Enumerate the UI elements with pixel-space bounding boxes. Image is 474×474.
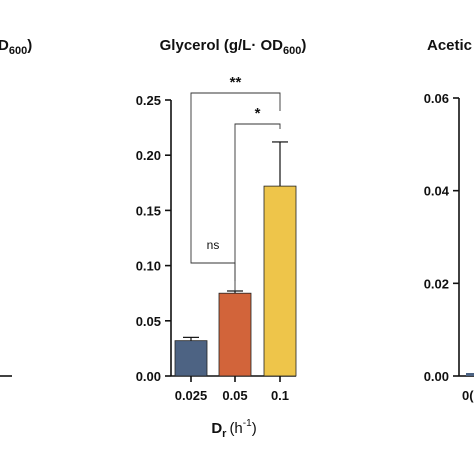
glycerol-chart-title: Glycerol (g/L· OD600) bbox=[160, 37, 307, 57]
glycerol-y-tick-label: 0.05 bbox=[136, 314, 161, 329]
left-chart-fragment: D600) bbox=[0, 37, 32, 377]
glycerol-chart: Glycerol (g/L· OD600) 0.00 0.05 0.10 0.15 0.… bbox=[136, 37, 307, 440]
significance-bracket bbox=[234, 123, 281, 291]
glycerol-bar-0.05 bbox=[218, 292, 252, 377]
significance-label: ns bbox=[207, 238, 220, 252]
glycerol-x-tick-label: 0.05 bbox=[222, 388, 247, 403]
acetic-y-tick-label: 0.06 bbox=[424, 91, 449, 106]
glycerol-x-tick-label: 0.025 bbox=[175, 388, 208, 403]
acetic-y-tick-label: 0.04 bbox=[424, 184, 450, 199]
significance-bracket bbox=[190, 92, 281, 246]
glycerol-bar-0.025 bbox=[174, 340, 208, 377]
glycerol-y-tick-label: 0.25 bbox=[136, 93, 161, 108]
glycerol-x-tick-label: 0.1 bbox=[271, 388, 289, 403]
acetic-bar-fragment bbox=[466, 373, 474, 376]
acetic-chart-title: Acetic bbox=[427, 37, 472, 54]
acetic-x-tick-fragment: 0( bbox=[462, 388, 474, 403]
acetic-y-tick-label: 0.00 bbox=[424, 369, 449, 384]
glycerol-bar-0.1 bbox=[263, 185, 297, 377]
acetic-chart: Acetic 0.00 0.02 0.04 0.06 0( bbox=[424, 37, 474, 403]
significance-label: * bbox=[255, 105, 261, 122]
acetic-y-tick-label: 0.02 bbox=[424, 276, 449, 291]
glycerol-y-tick-label: 0.10 bbox=[136, 259, 161, 274]
left-chart-title-fragment: D600) bbox=[0, 37, 32, 57]
glycerol-y-tick-label: 0.00 bbox=[136, 369, 161, 384]
significance-label: ** bbox=[230, 74, 242, 91]
glycerol-x-axis-label: Dr (h-1) bbox=[211, 418, 256, 440]
glycerol-y-tick-label: 0.15 bbox=[136, 203, 161, 218]
glycerol-y-tick-label: 0.20 bbox=[136, 148, 161, 163]
